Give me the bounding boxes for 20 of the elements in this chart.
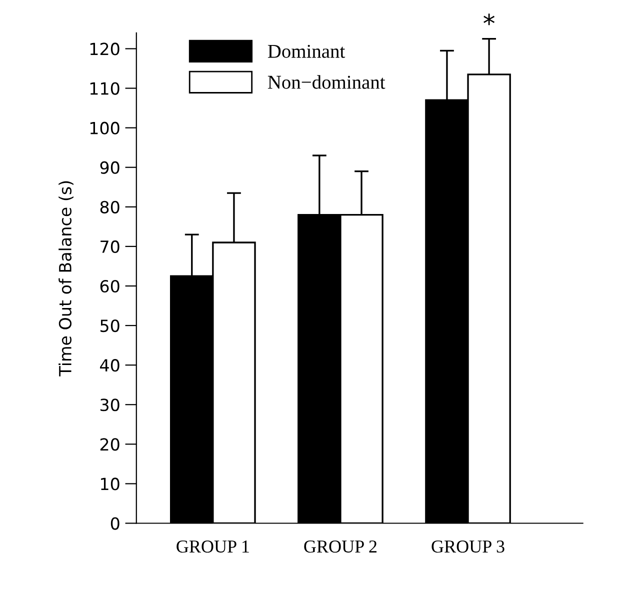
y-tick-label: 10 — [101, 478, 120, 490]
y-tick-label: 120 — [90, 42, 120, 56]
y-tick-label: 30 — [100, 398, 120, 412]
y-tick-label: 50 — [100, 319, 120, 332]
x-tick-label: GROUP 1 — [176, 540, 249, 553]
y-tick-label: 40 — [100, 359, 120, 372]
legend-label: Dominant — [268, 44, 346, 58]
x-tick-label: GROUP 2 — [304, 540, 377, 553]
y-tick-label: 80 — [100, 200, 120, 214]
legend-label: Non−dominant — [268, 75, 386, 89]
y-tick-label: 110 — [90, 82, 120, 95]
x-tick-label: GROUP 3 — [432, 540, 504, 553]
y-tick-label: 100 — [90, 122, 120, 134]
y-tick-label: 60 — [100, 280, 120, 293]
y-tick-label: 0 — [110, 517, 120, 530]
y-tick-label: 90 — [100, 161, 120, 174]
text: * — [484, 14, 495, 26]
y-tick-label: 70 — [100, 240, 120, 254]
y-tick-label: 20 — [100, 438, 120, 451]
y-axis-title: Time Out of Balance (s) — [58, 181, 74, 376]
